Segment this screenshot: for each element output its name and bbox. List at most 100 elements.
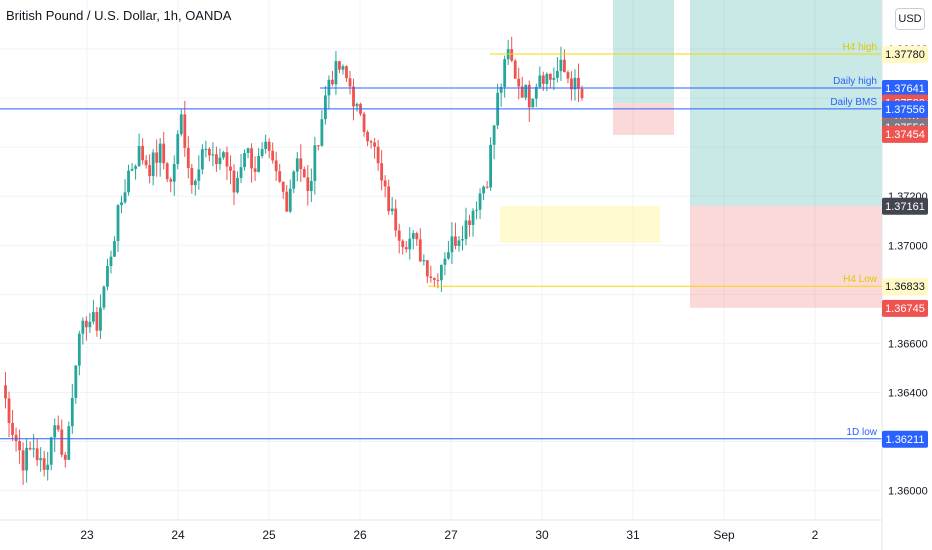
candle-up xyxy=(447,252,450,259)
candle-down xyxy=(348,78,352,87)
candle-up xyxy=(197,169,201,181)
chart-title: British Pound / U.S. Dollar, 1h, OANDA xyxy=(6,8,232,23)
candle-up xyxy=(74,365,78,398)
candle-down xyxy=(352,86,355,107)
candle-up xyxy=(109,256,113,267)
candle-down xyxy=(517,78,521,87)
candle-up xyxy=(67,426,71,460)
candle-down xyxy=(281,181,285,192)
x-tick-label: 2 xyxy=(812,528,819,542)
candle-down xyxy=(14,434,18,442)
candle-up xyxy=(218,157,222,165)
candle-down xyxy=(183,114,187,148)
candle-up xyxy=(478,193,482,210)
price-tag-text: 1.36745 xyxy=(885,303,925,315)
y-tick-label: 1.36600 xyxy=(888,338,928,350)
candle-up xyxy=(443,258,447,265)
candle-up xyxy=(475,209,478,211)
x-tick-label: 24 xyxy=(171,528,185,542)
candle-up xyxy=(334,61,338,85)
candle-up xyxy=(450,236,454,253)
candle-down xyxy=(60,429,64,455)
candle-up xyxy=(46,464,50,470)
candle-up xyxy=(179,114,183,135)
candle-down xyxy=(527,84,531,108)
candle-down xyxy=(165,163,169,180)
candle-down xyxy=(541,75,545,84)
candle-up xyxy=(106,266,109,287)
candle-up xyxy=(457,240,461,246)
candle-down xyxy=(11,423,14,435)
candle-down xyxy=(454,236,457,246)
candle-up xyxy=(489,144,493,188)
candle-up xyxy=(464,220,468,240)
candle-up xyxy=(236,177,239,193)
candle-up xyxy=(120,202,123,206)
candle-down xyxy=(21,450,25,471)
candle-down xyxy=(274,160,278,172)
y-tick-label: 1.36400 xyxy=(888,387,928,399)
candle-up xyxy=(246,148,250,153)
candle-down xyxy=(387,186,391,212)
candle-down xyxy=(229,166,232,171)
candle-down xyxy=(338,61,341,70)
candle-down xyxy=(485,186,489,188)
candle-down xyxy=(520,86,524,98)
x-tick-label: 23 xyxy=(80,528,94,542)
candle-down xyxy=(510,49,514,61)
candle-up xyxy=(77,333,81,366)
candle-down xyxy=(468,220,471,225)
candle-down xyxy=(401,240,405,248)
candle-down xyxy=(570,78,573,90)
candle-down xyxy=(380,163,384,181)
candle-up xyxy=(323,95,327,120)
candle-up xyxy=(545,73,549,84)
candle-up xyxy=(355,103,359,107)
candle-down xyxy=(95,312,99,331)
candle-down xyxy=(18,441,21,451)
price-tag-text: 1.37161 xyxy=(885,201,925,213)
candle-up xyxy=(264,141,268,150)
candle-up xyxy=(102,286,106,308)
y-tick-label: 1.37000 xyxy=(888,240,928,252)
y-tick-label: 1.36000 xyxy=(888,486,928,498)
candle-up xyxy=(123,192,127,203)
candle-up xyxy=(88,321,92,328)
candle-up xyxy=(99,307,102,331)
price-tag xyxy=(882,197,928,215)
candle-down xyxy=(362,113,366,132)
candle-up xyxy=(25,447,29,471)
candle-down xyxy=(285,191,289,212)
candle-down xyxy=(84,320,88,328)
candle-up xyxy=(555,71,559,78)
candle-up xyxy=(471,210,475,225)
candle-down xyxy=(415,233,419,240)
level-label: 1D low xyxy=(846,427,877,438)
candle-up xyxy=(91,312,95,322)
price-tag xyxy=(882,80,928,98)
price-tag-text: 1.36833 xyxy=(885,281,925,293)
price-tag-text: 1.37454 xyxy=(885,129,925,141)
candle-up xyxy=(204,148,208,150)
candle-down xyxy=(577,77,580,89)
candle-down xyxy=(404,247,408,250)
candle-up xyxy=(53,425,57,438)
candle-up xyxy=(499,86,503,93)
x-tick-label: Sep xyxy=(713,528,735,542)
currency-button[interactable]: USD xyxy=(895,8,925,30)
level-label: H4 high xyxy=(843,42,877,53)
level-label: H4 Low xyxy=(843,274,878,285)
candle-up xyxy=(32,448,36,450)
candle-down xyxy=(418,239,422,262)
candle-up xyxy=(341,66,345,70)
candle-down xyxy=(271,150,275,161)
candle-up xyxy=(81,320,85,334)
candle-up xyxy=(295,158,299,172)
candle-up xyxy=(151,152,155,177)
candle-down xyxy=(429,276,433,278)
candle-down xyxy=(580,88,584,99)
level-label: Daily high xyxy=(833,76,877,87)
x-tick-label: 31 xyxy=(626,528,640,542)
candle-up xyxy=(288,188,292,212)
